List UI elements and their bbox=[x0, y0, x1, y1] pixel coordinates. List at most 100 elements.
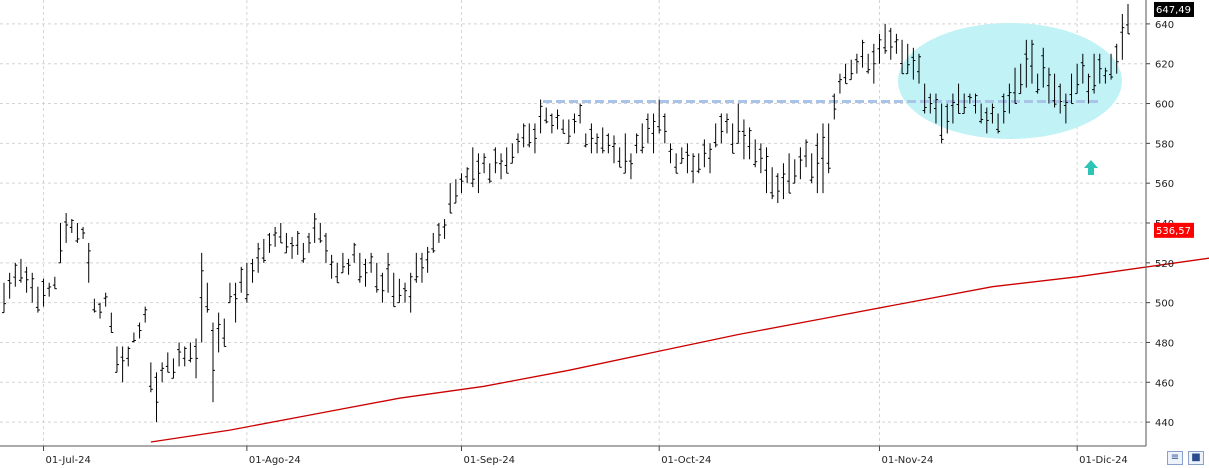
price-bar bbox=[679, 147, 684, 164]
price-bar bbox=[583, 133, 588, 148]
price-bar bbox=[900, 39, 905, 75]
price-bar bbox=[809, 153, 814, 184]
y-tick-label: 580 bbox=[1155, 139, 1174, 150]
price-bar bbox=[284, 232, 289, 254]
chart-settings-icon[interactable]: ≡ bbox=[1167, 451, 1183, 465]
price-bar bbox=[307, 232, 312, 253]
price-bar bbox=[35, 286, 40, 313]
price-bar bbox=[436, 223, 441, 243]
price-bar bbox=[346, 258, 351, 275]
price-bar bbox=[724, 113, 729, 134]
price-bar bbox=[917, 53, 922, 84]
price-bar bbox=[820, 123, 825, 194]
price-bar bbox=[194, 338, 199, 379]
price-bar bbox=[165, 352, 170, 373]
save-icon[interactable]: ■ bbox=[1188, 451, 1204, 465]
price-bar bbox=[555, 109, 560, 130]
price-bar bbox=[962, 93, 967, 114]
price-bar bbox=[708, 143, 713, 174]
price-bar bbox=[515, 133, 520, 154]
price-bar bbox=[182, 346, 187, 367]
x-tick-label: 01-Dic-24 bbox=[1079, 455, 1128, 466]
y-tick-label: 460 bbox=[1155, 378, 1174, 389]
price-bar bbox=[52, 276, 57, 290]
up-arrow-icon bbox=[1084, 160, 1098, 175]
price-bar bbox=[719, 113, 724, 144]
price-bar bbox=[623, 133, 628, 174]
price-bar bbox=[544, 107, 549, 124]
price-bar bbox=[1080, 53, 1085, 84]
price-bar bbox=[561, 119, 566, 134]
price-bar bbox=[250, 258, 255, 283]
price-bar bbox=[403, 282, 408, 303]
price-bar bbox=[278, 223, 283, 244]
price-bar bbox=[374, 262, 379, 293]
price-bar bbox=[617, 147, 622, 168]
price-bar bbox=[589, 123, 594, 154]
price-bar bbox=[24, 266, 29, 293]
price-bar bbox=[453, 179, 458, 204]
price-bar bbox=[199, 252, 204, 343]
price-bar bbox=[408, 272, 413, 313]
price-bar bbox=[137, 322, 142, 339]
price-bar bbox=[261, 238, 266, 263]
price-bar bbox=[758, 143, 763, 174]
price-bar bbox=[662, 113, 667, 144]
x-tick-label: 01-Sep-24 bbox=[464, 455, 516, 466]
price-bar bbox=[521, 123, 526, 148]
price-bar bbox=[1001, 93, 1006, 124]
price-bar bbox=[7, 272, 12, 299]
price-bar bbox=[81, 226, 86, 239]
price-bar bbox=[1109, 53, 1114, 80]
price-bar bbox=[476, 153, 481, 194]
price-bar bbox=[996, 113, 1001, 134]
price-bar bbox=[103, 292, 108, 307]
price-bar bbox=[702, 139, 707, 168]
price-bar bbox=[114, 346, 119, 373]
price-bar bbox=[1035, 73, 1040, 94]
price-bar bbox=[397, 278, 402, 304]
price-bar bbox=[86, 242, 91, 283]
price-bar bbox=[1086, 73, 1091, 104]
price-bar bbox=[883, 23, 888, 54]
price-bar bbox=[442, 219, 447, 239]
price-bar bbox=[143, 306, 148, 323]
price-bar bbox=[98, 302, 103, 319]
price-bar bbox=[549, 113, 554, 134]
price-bar bbox=[205, 282, 210, 313]
price-bar bbox=[1126, 3, 1130, 35]
price-bar bbox=[984, 107, 989, 134]
y-tick-label: 440 bbox=[1155, 418, 1174, 429]
price-bar bbox=[160, 362, 165, 383]
price-bar bbox=[860, 39, 865, 68]
price-bar bbox=[510, 143, 515, 164]
price-bar bbox=[177, 342, 182, 367]
price-bar bbox=[945, 103, 950, 134]
ma-value-label: 536,57 bbox=[1156, 226, 1191, 237]
price-bar bbox=[109, 312, 114, 334]
price-bar bbox=[318, 223, 323, 243]
price-bar bbox=[606, 133, 611, 154]
price-bar bbox=[1075, 63, 1080, 95]
price-bar bbox=[928, 93, 933, 114]
price-bar bbox=[448, 183, 453, 214]
price-bar bbox=[922, 83, 927, 114]
price-bar bbox=[267, 232, 272, 253]
gridlines bbox=[0, 0, 1146, 446]
price-labels: 647,49 536,57 bbox=[1154, 1, 1194, 238]
x-tick-label: 01-Jul-24 bbox=[46, 455, 91, 466]
price-bar bbox=[120, 346, 125, 383]
price-bar bbox=[329, 254, 334, 279]
price-bar bbox=[770, 167, 775, 200]
price-bar bbox=[815, 133, 820, 194]
x-tick-label: 01-Ago-24 bbox=[249, 455, 301, 466]
price-bar bbox=[13, 262, 18, 287]
x-tick-label: 01-Nov-24 bbox=[881, 455, 933, 466]
price-bar bbox=[323, 232, 328, 263]
price-bar bbox=[380, 272, 385, 303]
last-price-label: 647,49 bbox=[1156, 5, 1191, 16]
y-tick-label: 600 bbox=[1155, 100, 1174, 111]
price-bar bbox=[154, 372, 159, 423]
price-bar bbox=[696, 153, 701, 174]
